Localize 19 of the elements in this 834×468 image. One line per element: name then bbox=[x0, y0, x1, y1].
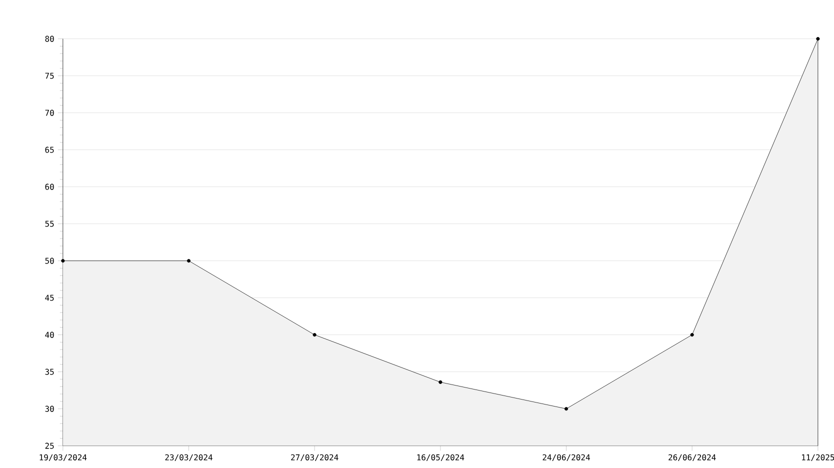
x-tick-label: 11/2025 bbox=[802, 454, 834, 462]
y-tick-label: 50 bbox=[45, 258, 54, 264]
y-tick-label: 65 bbox=[45, 146, 54, 153]
y-tick-label: 60 bbox=[45, 184, 54, 190]
x-tick-label: 19/03/2024 bbox=[40, 454, 87, 462]
x-tick-label: 16/05/2024 bbox=[417, 454, 464, 462]
x-tick-label: 24/06/2024 bbox=[542, 454, 590, 462]
y-tick-label: 30 bbox=[45, 406, 54, 412]
y-tick-label: 45 bbox=[45, 294, 54, 301]
x-tick-label: 26/06/2024 bbox=[668, 454, 716, 462]
y-tick-label: 75 bbox=[45, 72, 54, 79]
x-tick-label: 23/03/2024 bbox=[165, 454, 212, 462]
y-tick-label: 40 bbox=[45, 332, 54, 338]
y-tick-label: 55 bbox=[45, 220, 54, 227]
y-tick-label: 70 bbox=[45, 110, 54, 116]
x-tick-label: 27/03/2024 bbox=[291, 454, 338, 462]
y-tick-label: 80 bbox=[45, 36, 54, 42]
y-tick-label: 35 bbox=[45, 368, 54, 375]
y-tick-label: 25 bbox=[45, 442, 54, 449]
